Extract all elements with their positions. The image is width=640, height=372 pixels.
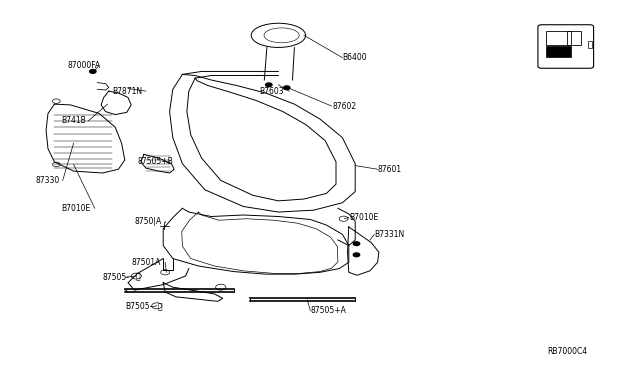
Text: Ⓞ: Ⓞ [157,302,162,311]
Text: B7603: B7603 [259,87,284,96]
Text: 87505+B: 87505+B [138,157,173,166]
Bar [567,31,581,45]
Circle shape [353,253,360,257]
Bar [545,46,571,57]
Text: B7331N: B7331N [374,230,404,239]
Text: B7871N: B7871N [112,87,142,96]
Circle shape [266,83,272,87]
Text: 8750|A: 8750|A [134,217,162,226]
Text: B7010E: B7010E [349,213,378,222]
Text: B7010E: B7010E [61,204,90,213]
Circle shape [284,86,290,90]
Text: 87330: 87330 [35,176,60,185]
Text: B7505-: B7505- [125,302,152,311]
Text: 87501A: 87501A [131,258,161,267]
Text: B741B: B741B [61,116,86,125]
Text: 87000FA: 87000FA [67,61,100,70]
Text: 87505-: 87505- [102,273,129,282]
Text: 87602: 87602 [333,102,357,110]
Bar [588,41,592,48]
Text: 87505+A: 87505+A [310,306,346,315]
Text: Ⓞ: Ⓞ [136,273,140,282]
Text: 87601: 87601 [378,165,402,174]
Bar [545,31,571,45]
Text: B6400: B6400 [342,53,367,62]
Circle shape [353,242,360,246]
Text: RB7000C4: RB7000C4 [547,347,588,356]
Circle shape [90,70,96,73]
